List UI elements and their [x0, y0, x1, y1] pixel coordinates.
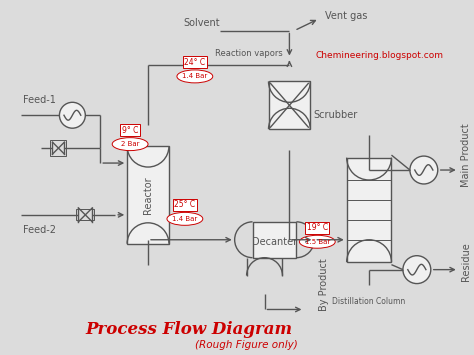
Text: 1.4 Bar: 1.4 Bar [172, 216, 198, 222]
Text: 24° C: 24° C [184, 58, 205, 67]
Text: 25° C: 25° C [174, 200, 195, 209]
Bar [127, 146, 169, 244]
Text: 1.5 Bar: 1.5 Bar [305, 239, 330, 245]
Text: Scrubber: Scrubber [313, 110, 357, 120]
Bar [76, 209, 94, 220]
Text: 1.4 Bar: 1.4 Bar [182, 73, 208, 80]
Ellipse shape [167, 212, 203, 225]
Text: Distillation Column: Distillation Column [332, 296, 406, 306]
Text: Residue: Residue [461, 242, 471, 281]
Text: 9° C: 9° C [122, 126, 138, 135]
Text: Reaction vapors: Reaction vapors [215, 49, 283, 59]
Text: (Rough Figure only): (Rough Figure only) [195, 340, 298, 350]
Bar [346, 158, 392, 262]
Bar [268, 81, 310, 129]
Circle shape [403, 256, 431, 284]
Text: Vent gas: Vent gas [325, 11, 368, 21]
Text: Reactor: Reactor [143, 176, 153, 214]
Text: 2 Bar: 2 Bar [121, 141, 139, 147]
Text: Solvent: Solvent [183, 18, 220, 28]
Circle shape [410, 156, 438, 184]
Text: 19° C: 19° C [307, 223, 328, 232]
Ellipse shape [177, 70, 213, 83]
Text: Feed-2: Feed-2 [23, 225, 55, 235]
Text: Decanter: Decanter [252, 237, 297, 247]
Bar [253, 222, 296, 258]
Text: Feed-1: Feed-1 [23, 95, 55, 105]
Text: Process Flow Diagram: Process Flow Diagram [85, 321, 292, 338]
Text: Main Product: Main Product [461, 123, 471, 187]
Text: Chemineering.blogspot.com: Chemineering.blogspot.com [315, 51, 443, 60]
Ellipse shape [300, 235, 335, 248]
Text: By Product: By Product [319, 258, 329, 311]
Ellipse shape [112, 138, 148, 151]
Bar [50, 140, 66, 156]
Circle shape [59, 102, 85, 128]
